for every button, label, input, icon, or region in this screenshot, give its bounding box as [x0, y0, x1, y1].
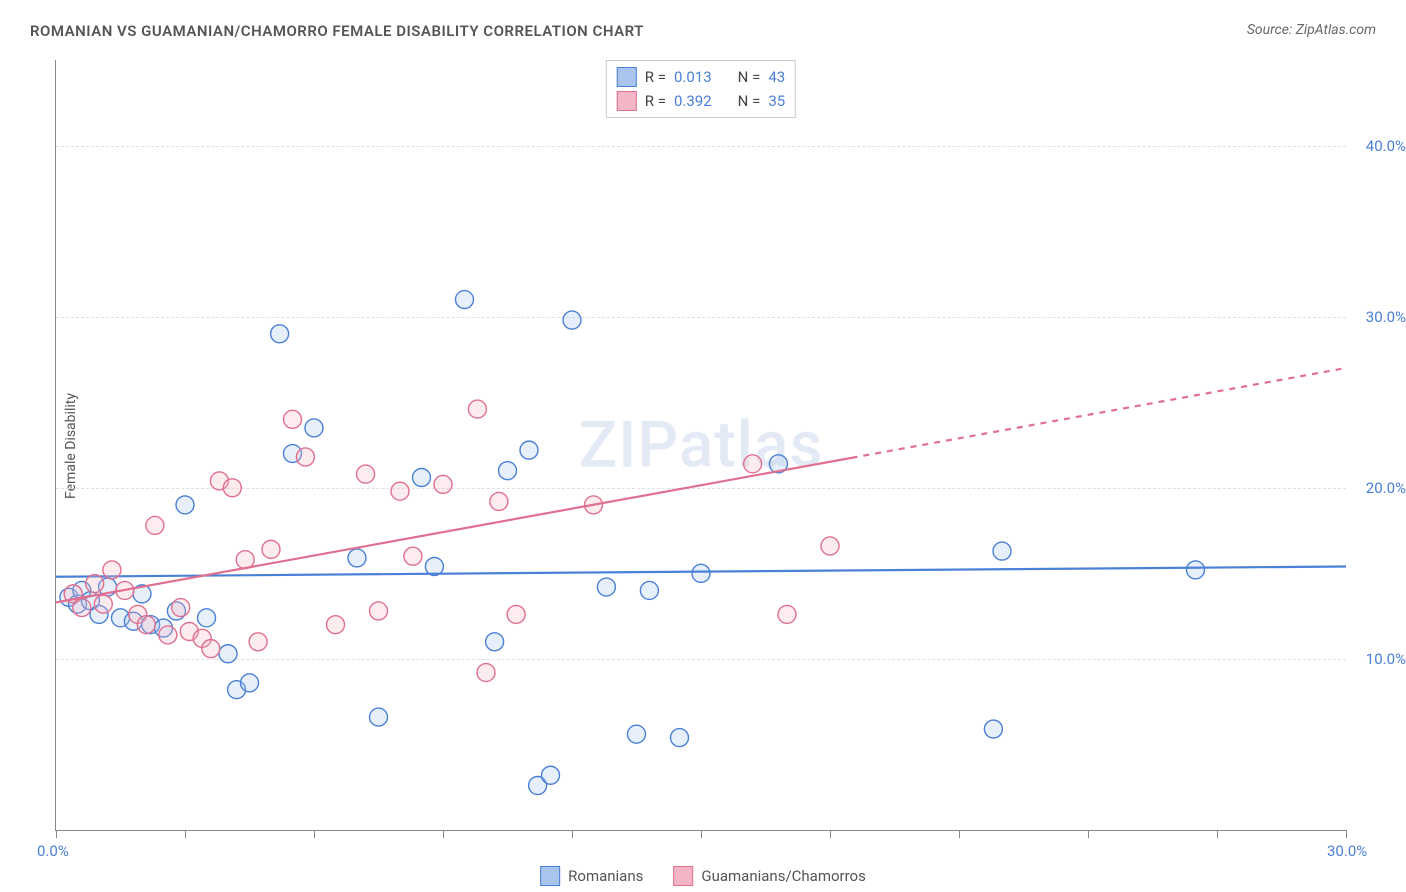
scatter-point: [223, 479, 241, 497]
legend-series-0: Romanians: [540, 866, 643, 886]
scatter-point: [984, 720, 1002, 738]
scatter-point: [778, 605, 796, 623]
legend-series: Romanians Guamanians/Chamorros: [540, 866, 866, 886]
scatter-point: [348, 549, 366, 567]
legend-swatch-1: [617, 91, 637, 111]
scatter-point: [671, 729, 689, 747]
source-attribution: Source: ZipAtlas.com: [1247, 22, 1376, 38]
scatter-point: [202, 640, 220, 658]
x-tick: [1217, 830, 1218, 838]
scatter-point: [370, 602, 388, 620]
scatter-point: [94, 595, 112, 613]
chart-title: ROMANIAN VS GUAMANIAN/CHAMORRO FEMALE DI…: [30, 22, 644, 40]
scatter-point: [370, 708, 388, 726]
n-value-0: 43: [768, 68, 785, 86]
scatter-point: [73, 599, 91, 617]
scatter-point: [241, 674, 259, 692]
scatter-point: [520, 441, 538, 459]
y-tick-label: 40.0%: [1366, 137, 1406, 155]
scatter-point: [284, 410, 302, 428]
scatter-point: [159, 626, 177, 644]
scatter-point: [271, 325, 289, 343]
scatter-point: [490, 492, 508, 510]
legend-swatch-0b: [540, 866, 560, 886]
scatter-point: [327, 616, 345, 634]
r-label: R =: [645, 92, 666, 110]
scatter-point: [305, 419, 323, 437]
scatter-point: [597, 578, 615, 596]
x-tick: [572, 830, 573, 838]
x-tick-label: 30.0%: [1327, 842, 1367, 860]
scatter-point: [219, 645, 237, 663]
x-tick-label: 0.0%: [37, 842, 69, 860]
scatter-point: [172, 599, 190, 617]
scatter-point: [249, 633, 267, 651]
x-tick: [959, 830, 960, 838]
r-value-1: 0.392: [674, 92, 712, 110]
scatter-point: [542, 766, 560, 784]
scatter-point: [198, 609, 216, 627]
legend-swatch-1b: [673, 866, 693, 886]
scatter-point: [507, 605, 525, 623]
scatter-point: [993, 542, 1011, 560]
y-tick-label: 10.0%: [1366, 650, 1406, 668]
trend-line: [56, 458, 852, 603]
r-label: R =: [645, 68, 666, 86]
scatter-point: [391, 482, 409, 500]
trend-line-dashed: [852, 368, 1347, 458]
scatter-point: [821, 537, 839, 555]
scatter-point: [86, 575, 104, 593]
scatter-point: [103, 561, 121, 579]
scatter-point: [563, 311, 581, 329]
x-tick: [701, 830, 702, 838]
series-name-0: Romanians: [568, 867, 643, 885]
scatter-point: [628, 725, 646, 743]
scatter-point: [640, 581, 658, 599]
x-tick: [443, 830, 444, 838]
plot-area: ZIPatlas R = 0.013 N = 43 R = 0.392 N = …: [55, 60, 1346, 831]
scatter-point: [486, 633, 504, 651]
x-tick: [185, 830, 186, 838]
x-tick: [56, 830, 57, 838]
x-tick: [314, 830, 315, 838]
scatter-point: [1187, 561, 1205, 579]
scatter-point: [357, 465, 375, 483]
scatter-point: [137, 616, 155, 634]
x-tick: [1346, 830, 1347, 838]
scatter-point: [477, 664, 495, 682]
scatter-point: [692, 564, 710, 582]
legend-swatch-0: [617, 67, 637, 87]
scatter-point: [499, 462, 517, 480]
y-tick-label: 20.0%: [1366, 479, 1406, 497]
n-value-1: 35: [768, 92, 785, 110]
scatter-plot: [56, 60, 1346, 830]
y-tick-label: 30.0%: [1366, 308, 1406, 326]
scatter-point: [404, 547, 422, 565]
legend-series-1: Guamanians/Chamorros: [673, 866, 865, 886]
scatter-point: [296, 448, 314, 466]
n-label: N =: [738, 68, 761, 86]
legend-stats-row-1: R = 0.392 N = 35: [617, 89, 785, 113]
scatter-point: [434, 475, 452, 493]
r-value-0: 0.013: [674, 68, 712, 86]
chart-container: ROMANIAN VS GUAMANIAN/CHAMORRO FEMALE DI…: [0, 0, 1406, 892]
scatter-point: [146, 516, 164, 534]
x-tick: [830, 830, 831, 838]
series-name-1: Guamanians/Chamorros: [701, 867, 865, 885]
n-label: N =: [738, 92, 761, 110]
x-tick: [1088, 830, 1089, 838]
legend-stats: R = 0.013 N = 43 R = 0.392 N = 35: [606, 60, 796, 118]
scatter-point: [262, 540, 280, 558]
scatter-point: [468, 400, 486, 418]
scatter-point: [456, 291, 474, 309]
legend-stats-row-0: R = 0.013 N = 43: [617, 65, 785, 89]
scatter-point: [413, 469, 431, 487]
scatter-point: [744, 455, 762, 473]
scatter-point: [176, 496, 194, 514]
